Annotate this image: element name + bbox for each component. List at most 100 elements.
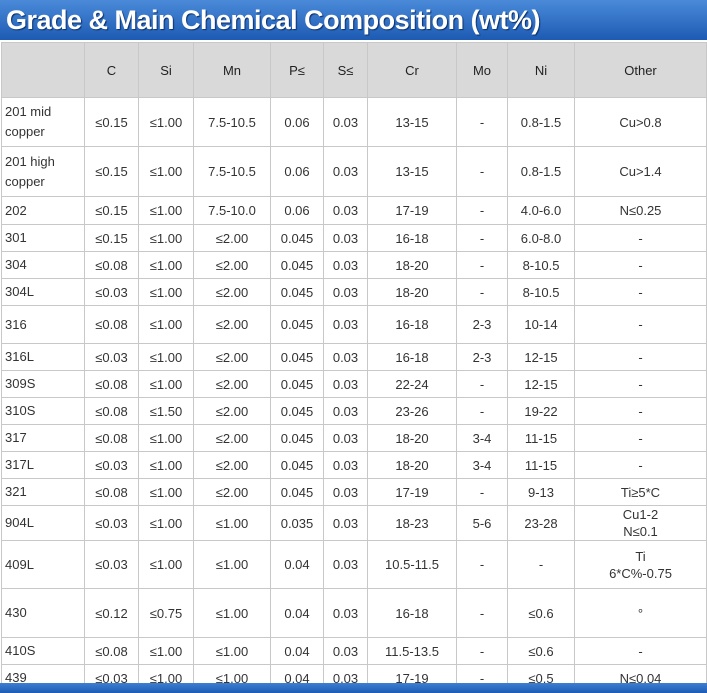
header-cell: Ni: [507, 42, 575, 98]
value-cell: 3-4: [456, 451, 508, 479]
value-cell: 23-28: [507, 505, 575, 541]
value-cell: 0.045: [270, 224, 324, 252]
value-cell: -: [574, 343, 707, 371]
table-row: 201 mid copper ≤0.15 ≤1.00 7.5-10.5 0.06 0.03…: [1, 97, 707, 147]
value-cell: Ti 6*C%-0.75: [574, 540, 707, 589]
header-cell: C: [84, 42, 139, 98]
value-cell: ≤2.00: [193, 224, 271, 252]
value-cell: -: [574, 451, 707, 479]
value-cell: 7.5-10.0: [193, 196, 271, 225]
grade-cell: 321: [1, 478, 85, 506]
grade-cell: 317L: [1, 451, 85, 479]
table-row: 410S ≤0.08 ≤1.00 ≤1.00 0.04 0.03 11.5-13.5- ≤0.…: [1, 637, 707, 665]
composition-table: C Si Mn P≤ S≤ Cr Mo Ni Other 201 mid copper ≤0.15…: [1, 42, 707, 692]
value-cell: -: [456, 97, 508, 147]
table-row: 309S ≤0.08 ≤1.00 ≤2.00 0.045 0.03 22-24-12-15-: [1, 370, 707, 398]
value-cell: 10.5-11.5: [367, 540, 457, 589]
grade-cell: 410S: [1, 637, 85, 665]
value-cell: ≤1.00: [138, 224, 194, 252]
value-cell: ≤2.00: [193, 478, 271, 506]
value-cell: 0.8-1.5: [507, 97, 575, 147]
value-cell: ≤0.08: [84, 370, 139, 398]
value-cell: 18-23: [367, 505, 457, 541]
value-cell: 0.03: [323, 224, 368, 252]
value-cell: -: [574, 224, 707, 252]
value-cell: 0.035: [270, 505, 324, 541]
value-cell: 11-15: [507, 451, 575, 479]
value-cell: ≤1.00: [138, 278, 194, 306]
value-cell: ≤0.15: [84, 224, 139, 252]
value-cell: 4.0-6.0: [507, 196, 575, 225]
table-row: 304L ≤0.03 ≤1.00 ≤2.00 0.045 0.03 18-20-8-10.5…: [1, 278, 707, 306]
value-cell: 7.5-10.5: [193, 97, 271, 147]
value-cell: -: [507, 540, 575, 589]
value-cell: 0.045: [270, 478, 324, 506]
value-cell: -: [574, 278, 707, 306]
table-row: 321 ≤0.08 ≤1.00 ≤2.00 0.045 0.03 17-19-9-13 Ti≥…: [1, 478, 707, 506]
value-cell: ≤1.00: [193, 588, 271, 638]
value-cell: -: [456, 540, 508, 589]
value-cell: ≤0.03: [84, 451, 139, 479]
value-cell: -: [456, 196, 508, 225]
value-cell: 16-18: [367, 305, 457, 344]
value-cell: ≤0.75: [138, 588, 194, 638]
value-cell: ≤0.6: [507, 637, 575, 665]
value-cell: 13-15: [367, 97, 457, 147]
value-cell: 0.03: [323, 478, 368, 506]
title-bar: Grade & Main Chemical Composition (wt%): [0, 0, 707, 40]
value-cell: -: [456, 637, 508, 665]
header-row: C Si Mn P≤ S≤ Cr Mo Ni Other: [1, 42, 707, 98]
value-cell: 0.06: [270, 97, 324, 147]
value-cell: -: [456, 370, 508, 398]
grade-cell: 304L: [1, 278, 85, 306]
value-cell: 0.04: [270, 637, 324, 665]
value-cell: 0.03: [323, 343, 368, 371]
value-cell: ≤1.00: [138, 451, 194, 479]
value-cell: 0.03: [323, 588, 368, 638]
value-cell: 13-15: [367, 146, 457, 197]
value-cell: ≤0.03: [84, 343, 139, 371]
table-row: 310S ≤0.08 ≤1.50 ≤2.00 0.045 0.03 23-26-19-22-: [1, 397, 707, 425]
value-cell: 0.03: [323, 424, 368, 452]
value-cell: ≤1.00: [193, 540, 271, 589]
grade-cell: 309S: [1, 370, 85, 398]
value-cell: 18-20: [367, 424, 457, 452]
table-row: 304 ≤0.08 ≤1.00 ≤2.00 0.045 0.03 18-20-8-10.5-: [1, 251, 707, 279]
grade-cell: 316L: [1, 343, 85, 371]
value-cell: ≤2.00: [193, 343, 271, 371]
value-cell: 17-19: [367, 478, 457, 506]
value-cell: -: [456, 224, 508, 252]
value-cell: ≤1.00: [193, 637, 271, 665]
value-cell: -: [456, 397, 508, 425]
value-cell: ≤1.00: [138, 343, 194, 371]
value-cell: Cu>0.8: [574, 97, 707, 147]
table-row: 317 ≤0.08 ≤1.00 ≤2.00 0.045 0.03 18-20 3-4 11-15…: [1, 424, 707, 452]
value-cell: ≤1.00: [193, 505, 271, 541]
value-cell: 11.5-13.5: [367, 637, 457, 665]
value-cell: ≤1.00: [138, 505, 194, 541]
value-cell: 0.045: [270, 251, 324, 279]
table-row: 202 ≤0.15 ≤1.00 7.5-10.0 0.06 0.03 17-19-4.0-6…: [1, 196, 707, 225]
value-cell: Cu1-2 N≤0.1: [574, 505, 707, 541]
value-cell: ≤1.00: [138, 251, 194, 279]
value-cell: 0.03: [323, 370, 368, 398]
value-cell: ≤1.00: [138, 305, 194, 344]
grade-cell: 409L: [1, 540, 85, 589]
header-cell: Si: [138, 42, 194, 98]
value-cell: 10-14: [507, 305, 575, 344]
value-cell: 0.03: [323, 540, 368, 589]
value-cell: ≤2.00: [193, 424, 271, 452]
value-cell: 5-6: [456, 505, 508, 541]
value-cell: 6.0-8.0: [507, 224, 575, 252]
value-cell: 0.03: [323, 278, 368, 306]
header-cell: Other: [574, 42, 707, 98]
table-row: 316L ≤0.03 ≤1.00 ≤2.00 0.045 0.03 16-18 2-3 12-1…: [1, 343, 707, 371]
value-cell: 0.06: [270, 146, 324, 197]
value-cell: ≤1.00: [138, 97, 194, 147]
value-cell: 0.045: [270, 305, 324, 344]
header-cell: [1, 42, 85, 98]
value-cell: 19-22: [507, 397, 575, 425]
table-row: 409L ≤0.03 ≤1.00 ≤1.00 0.04 0.03 10.5-11.5- - Ti…: [1, 540, 707, 589]
value-cell: 0.03: [323, 97, 368, 147]
value-cell: 16-18: [367, 588, 457, 638]
